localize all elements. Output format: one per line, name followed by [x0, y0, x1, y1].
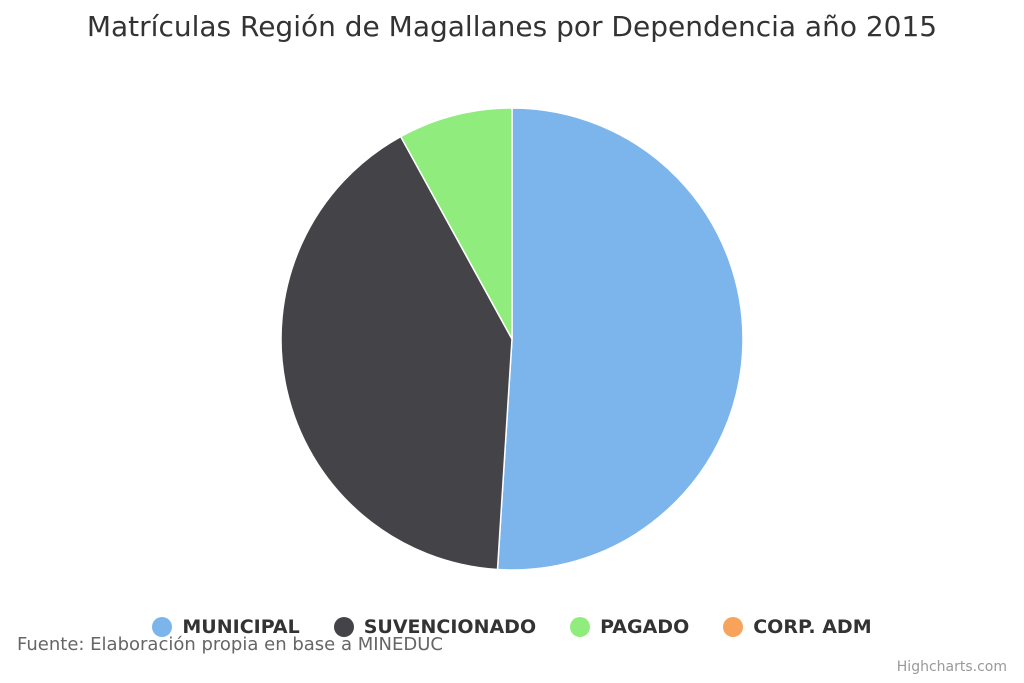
legend-label: SUVENCIONADO	[363, 616, 537, 638]
legend-symbol	[152, 617, 173, 637]
pie-chart	[280, 107, 744, 571]
legend-item-suvencionado[interactable]: SUVENCIONADO	[333, 616, 537, 638]
legend-symbol	[723, 617, 744, 637]
legend-item-pagado[interactable]: PAGADO	[570, 616, 689, 638]
highcharts-credit-link[interactable]: Highcharts.com	[896, 659, 1007, 675]
legend-symbol	[333, 617, 354, 637]
legend-item-municipal[interactable]: MUNICIPAL	[152, 616, 300, 638]
chart-title: Matrículas Región de Magallanes por Depe…	[86, 10, 938, 43]
source-credit: Fuente: Elaboración propia en base a MIN…	[17, 634, 443, 655]
legend-label: PAGADO	[600, 616, 690, 638]
legend-label: MUNICIPAL	[182, 616, 300, 638]
legend: MUNICIPAL SUVENCIONADO PAGADO CORP. ADM	[0, 616, 1024, 638]
pie-slice-pagado[interactable]	[399, 107, 513, 340]
legend-item-corp-adm[interactable]: CORP. ADM	[723, 616, 872, 638]
pie-slice-suvencionado[interactable]	[280, 135, 513, 571]
legend-label: CORP. ADM	[753, 616, 872, 638]
legend-symbol	[570, 617, 591, 637]
pie-slices	[280, 107, 744, 571]
pie-slice-municipal[interactable]	[496, 107, 744, 571]
